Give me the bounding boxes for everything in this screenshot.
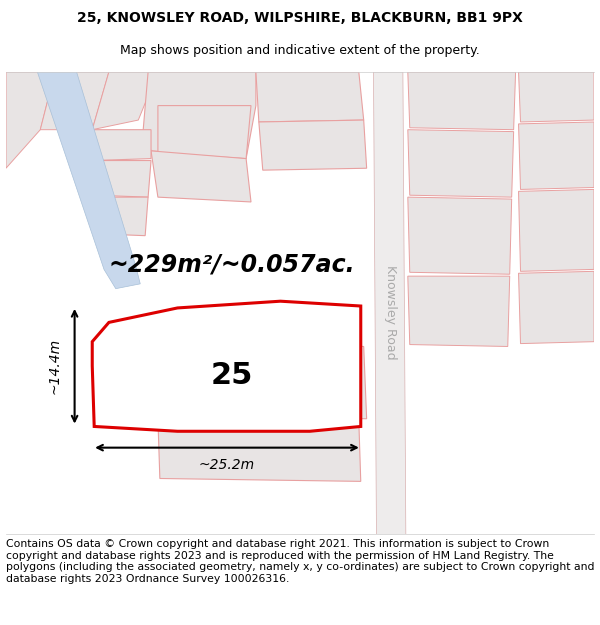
Polygon shape [408,72,515,129]
Polygon shape [94,197,148,236]
Polygon shape [158,419,361,481]
Polygon shape [124,322,344,419]
Polygon shape [408,197,512,274]
Polygon shape [259,120,367,170]
Polygon shape [408,129,514,197]
Polygon shape [256,72,364,122]
Text: Contains OS data © Crown copyright and database right 2021. This information is : Contains OS data © Crown copyright and d… [6,539,595,584]
Text: ~25.2m: ~25.2m [199,458,255,472]
Text: ~14.4m: ~14.4m [48,338,62,394]
Polygon shape [158,106,251,159]
Polygon shape [92,301,361,431]
Text: ~229m²/~0.057ac.: ~229m²/~0.057ac. [108,253,355,277]
Polygon shape [408,276,510,346]
Polygon shape [92,72,158,129]
Polygon shape [518,189,594,271]
Polygon shape [37,72,140,289]
Text: Map shows position and indicative extent of the property.: Map shows position and indicative extent… [120,44,480,57]
Text: 25, KNOWSLEY ROAD, WILPSHIRE, BLACKBURN, BB1 9PX: 25, KNOWSLEY ROAD, WILPSHIRE, BLACKBURN,… [77,11,523,25]
Text: Knowsley Road: Knowsley Road [383,266,397,360]
Polygon shape [92,161,151,197]
Polygon shape [518,72,594,122]
Polygon shape [374,72,406,534]
Polygon shape [148,342,367,419]
Polygon shape [518,122,594,189]
Polygon shape [40,72,109,129]
Polygon shape [6,72,55,168]
Polygon shape [143,72,256,159]
Polygon shape [151,151,251,202]
Polygon shape [92,129,151,161]
Text: 25: 25 [210,361,253,390]
Polygon shape [518,271,594,344]
